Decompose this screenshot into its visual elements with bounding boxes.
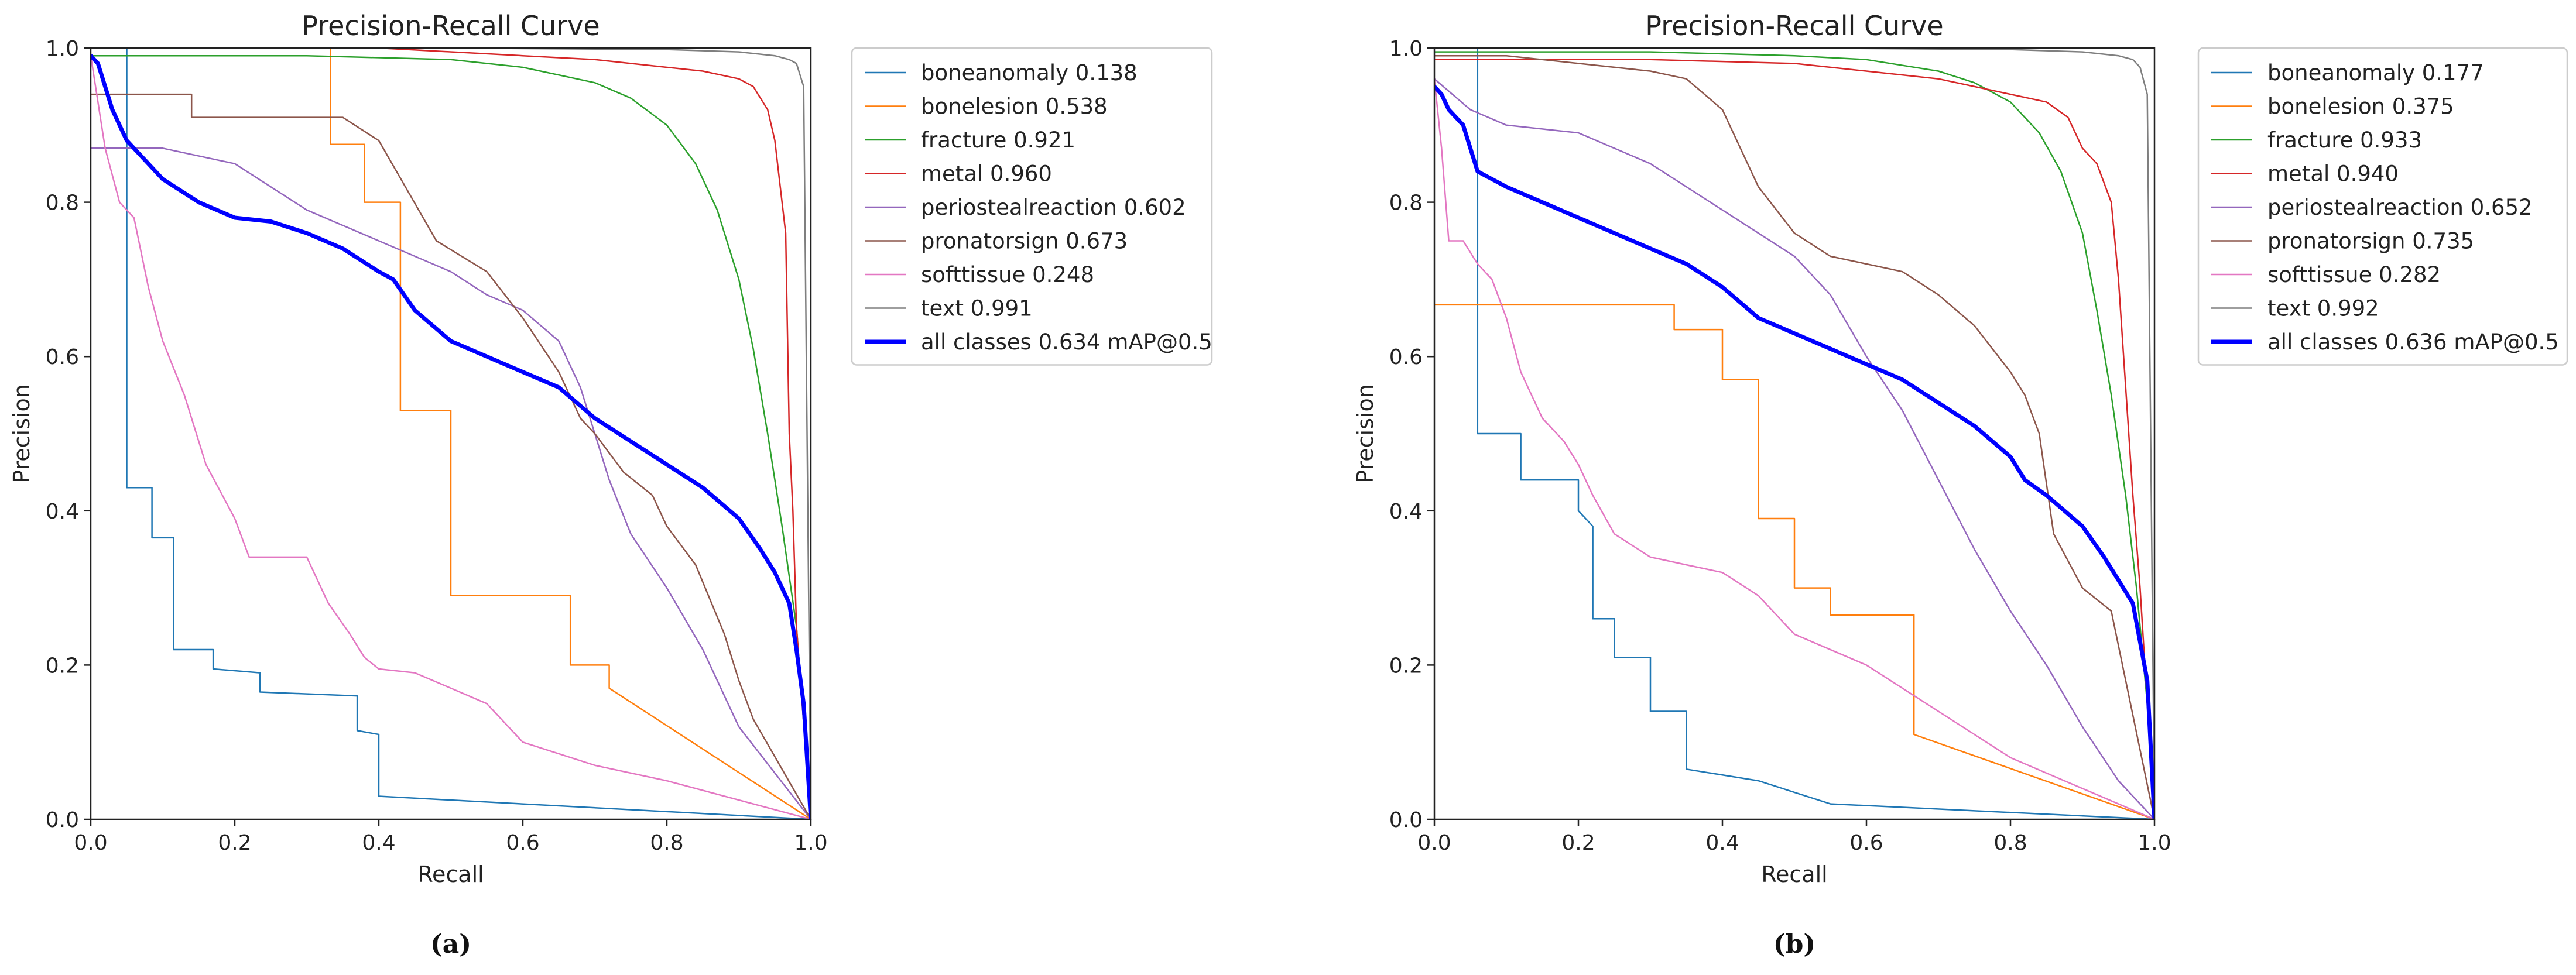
y-tick-label: 0.6 <box>46 345 79 369</box>
legend-box <box>851 47 1213 366</box>
y-tick-label: 0.8 <box>1389 191 1423 215</box>
series-line-softtissue <box>1434 78 2154 819</box>
x-tick-label: 1.0 <box>2137 831 2171 855</box>
series-line-pronatorsign <box>1434 54 2154 819</box>
legend-entry: fracture 0.933 <box>2267 128 2422 153</box>
series-line-softtissue <box>91 54 811 819</box>
x-tick-label: 0.2 <box>218 831 251 855</box>
legend-entry: metal 0.940 <box>2267 162 2399 187</box>
x-tick-label: 0.2 <box>1561 831 1595 855</box>
series-line-boneanomaly <box>91 48 811 819</box>
legend-entry: boneanomaly 0.177 <box>2267 60 2484 85</box>
x-tick-label: 0.4 <box>1705 831 1739 855</box>
legend-entry: periostealreaction 0.602 <box>921 195 1186 220</box>
series-line-boneanomaly <box>1434 48 2154 819</box>
y-tick-label: 0.2 <box>46 654 79 678</box>
series-group <box>1434 48 2154 819</box>
series-line-all <box>1434 84 2154 819</box>
x-axis-label: Recall <box>417 861 484 887</box>
legend-entry: all classes 0.634 mAP@0.5 <box>921 329 1212 355</box>
chart-panel-a: 0.0 0.2 0.4 0.6 0.8 1.0 0.0 0.2 0.4 0.6 0.8 1.0 Prec… <box>9 10 1213 959</box>
y-tick-label: 0.0 <box>46 808 79 832</box>
panel-label: (a) <box>430 929 471 959</box>
y-tick-label: 1.0 <box>1389 37 1423 61</box>
legend-entry: metal 0.960 <box>921 162 1052 187</box>
plot-area <box>1434 48 2154 819</box>
x-tick-label: 1.0 <box>794 831 827 855</box>
legend-entry: softtissue 0.248 <box>921 262 1094 287</box>
series-line-bonelesion <box>1434 304 2154 819</box>
series-line-periostealreaction <box>91 147 811 819</box>
x-tick-label: 0.0 <box>74 831 107 855</box>
series-line-periostealreaction <box>1434 78 2154 819</box>
series-line-all <box>91 53 811 819</box>
legend-entry: text 0.991 <box>921 296 1033 321</box>
legend-box <box>2197 47 2568 366</box>
y-tick-label: 1.0 <box>46 37 79 61</box>
legend-entry: boneanomaly 0.138 <box>921 60 1138 85</box>
x-tick-label: 0.6 <box>1849 831 1883 855</box>
legend-entry: periostealreaction 0.652 <box>2267 195 2533 220</box>
axes-frame <box>90 47 812 820</box>
x-tick-label: 0.8 <box>650 831 683 855</box>
x-tick-label: 0.8 <box>1993 831 2027 855</box>
legend-entry: pronatorsign 0.735 <box>2267 229 2474 254</box>
legend: boneanomaly 0.177 bonelesion 0.375 fractur… <box>2197 47 2568 366</box>
x-tick-label: 0.6 <box>506 831 539 855</box>
y-tick-label: 0.6 <box>1389 345 1423 369</box>
legend-entry: bonelesion 0.538 <box>921 94 1108 119</box>
y-tick-label: 0.4 <box>1389 500 1423 524</box>
legend-entry: fracture 0.921 <box>921 128 1075 153</box>
x-tick-label: 0.0 <box>1417 831 1451 855</box>
y-tick-label: 0.8 <box>46 191 79 215</box>
x-axis-label: Recall <box>1761 861 1827 887</box>
legend-entry: text 0.992 <box>2267 296 2379 321</box>
chart-panel-b: 0.0 0.2 0.4 0.6 0.8 1.0 0.0 0.2 0.4 0.6 0.8 1.0 Prec… <box>1352 10 2568 959</box>
chart-title: Precision-Recall Curve <box>302 10 600 42</box>
legend-entry: softtissue 0.282 <box>2267 262 2441 287</box>
legend-entry: pronatorsign 0.673 <box>921 229 1128 254</box>
series-line-fracture <box>1434 51 2154 819</box>
series-line-metal <box>91 48 811 819</box>
legend: boneanomaly 0.138 bonelesion 0.538 fractur… <box>851 47 1213 366</box>
panel-label: (b) <box>1773 929 1815 959</box>
y-tick-label: 0.0 <box>1389 808 1423 832</box>
y-axis-label: Precision <box>1352 384 1378 483</box>
series-line-bonelesion <box>91 48 811 819</box>
y-axis-label: Precision <box>9 384 35 483</box>
y-tick-label: 0.4 <box>46 500 79 524</box>
legend-entry: all classes 0.636 mAP@0.5 <box>2267 329 2559 355</box>
series-line-metal <box>1434 59 2154 819</box>
series-line-fracture <box>91 54 811 819</box>
x-tick-label: 0.4 <box>362 831 395 855</box>
legend-entry: bonelesion 0.375 <box>2267 94 2454 119</box>
axes-frame <box>1433 47 2156 820</box>
chart-title: Precision-Recall Curve <box>1645 10 1943 42</box>
y-tick-label: 0.2 <box>1389 654 1423 678</box>
